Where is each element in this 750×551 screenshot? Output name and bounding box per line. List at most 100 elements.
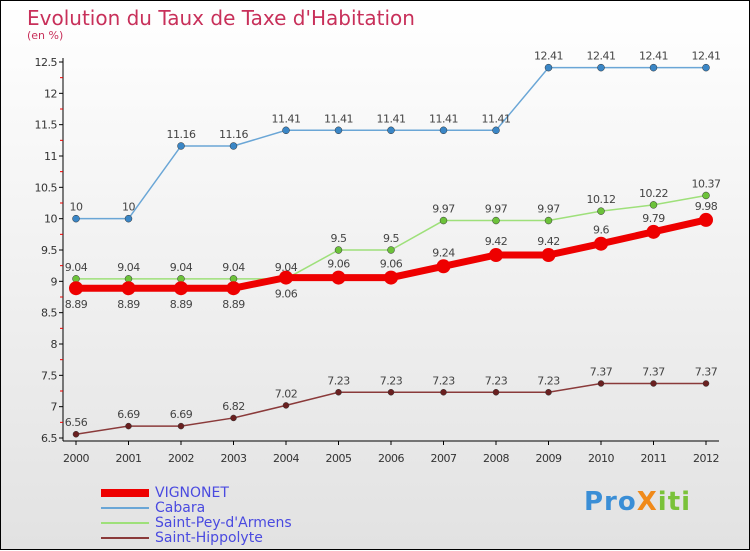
data-label-saint-pey-d-armens: 9.97	[537, 203, 560, 216]
data-label-cabara: 11.41	[324, 112, 353, 125]
y-tick-label: 12	[44, 87, 57, 100]
data-label-cabara: 12.41	[534, 50, 563, 63]
data-point-saint-hippolyte	[282, 402, 290, 409]
legend-label: Saint-Hippolyte	[155, 529, 263, 546]
data-label-saint-pey-d-armens: 10.37	[692, 177, 721, 190]
data-label-saint-hippolyte: 6.69	[117, 408, 140, 421]
data-point-cabara	[229, 142, 238, 150]
y-tick-label: 7	[51, 401, 58, 414]
data-label-saint-hippolyte: 6.56	[65, 416, 88, 429]
data-point-cabara	[492, 126, 500, 135]
y-tick-label: 8	[51, 338, 58, 351]
data-point-vignonet	[699, 212, 713, 227]
data-label-saint-pey-d-armens: 9.97	[432, 203, 455, 216]
x-tick-label: 2010	[588, 452, 614, 465]
data-point-cabara	[177, 142, 185, 150]
legend-label: Cabara	[155, 499, 206, 516]
data-point-saint-hippolyte	[702, 380, 710, 387]
data-label-cabara: 10	[70, 201, 83, 214]
data-label-saint-hippolyte: 7.23	[485, 374, 508, 387]
data-label-saint-hippolyte: 7.23	[380, 374, 403, 387]
data-point-saint-pey-d-armens	[649, 201, 658, 209]
x-tick-label: 2002	[168, 452, 194, 465]
data-label-vignonet: 9.98	[695, 200, 718, 213]
data-label-saint-hippolyte: 7.23	[432, 374, 455, 387]
data-point-cabara	[702, 63, 710, 72]
x-tick-label: 2007	[431, 452, 457, 465]
data-label-vignonet: 9.06	[275, 288, 298, 301]
data-label-vignonet: 9.6	[593, 224, 609, 237]
data-label-cabara: 11.16	[167, 128, 196, 141]
data-label-vignonet: 9.79	[642, 212, 665, 225]
data-label-saint-pey-d-armens: 9.5	[383, 232, 399, 245]
data-label-cabara: 12.41	[587, 50, 616, 63]
data-point-saint-hippolyte	[440, 389, 447, 396]
data-label-vignonet: 9.06	[380, 258, 403, 271]
data-point-vignonet	[69, 281, 83, 296]
chart-subtitle: (en %)	[27, 29, 64, 42]
data-label-saint-pey-d-armens: 9.04	[65, 261, 88, 274]
data-label-saint-pey-d-armens: 10.12	[587, 193, 616, 206]
data-label-vignonet: 8.89	[170, 298, 193, 311]
data-point-saint-hippolyte	[597, 380, 605, 387]
data-point-cabara	[334, 126, 343, 135]
data-point-vignonet	[226, 281, 241, 296]
legend-swatch	[101, 536, 149, 539]
data-point-saint-pey-d-armens	[387, 246, 395, 254]
data-point-saint-hippolyte	[230, 414, 237, 422]
data-label-cabara: 12.41	[692, 50, 721, 63]
data-point-saint-hippolyte	[387, 389, 395, 396]
data-point-saint-hippolyte	[177, 422, 185, 430]
data-point-vignonet	[174, 281, 188, 296]
data-point-cabara	[387, 126, 395, 135]
data-label-saint-hippolyte: 6.82	[222, 400, 245, 413]
data-label-saint-hippolyte: 7.37	[695, 365, 718, 378]
data-point-cabara	[439, 126, 448, 135]
data-label-vignonet: 8.89	[222, 298, 245, 311]
data-point-cabara	[124, 214, 133, 223]
x-tick-label: 2001	[116, 452, 142, 465]
data-point-saint-hippolyte	[492, 389, 500, 396]
x-tick-label: 2003	[221, 452, 247, 465]
data-point-saint-hippolyte	[335, 389, 342, 396]
data-point-vignonet	[541, 248, 556, 263]
data-label-vignonet: 9.24	[432, 246, 455, 259]
legend-item-cabara: Cabara	[101, 499, 292, 516]
data-label-saint-pey-d-armens: 9.04	[275, 261, 298, 274]
x-tick-label: 2008	[483, 452, 509, 465]
data-label-saint-pey-d-armens: 9.97	[485, 203, 508, 216]
data-point-saint-pey-d-armens	[702, 191, 710, 200]
data-label-saint-hippolyte: 7.23	[537, 374, 560, 387]
chart-title: Evolution du Taux de Taxe d'Habitation	[27, 6, 415, 30]
data-point-saint-hippolyte	[125, 422, 132, 430]
y-tick-label: 12.5	[35, 56, 58, 69]
data-point-saint-pey-d-armens	[492, 216, 500, 225]
data-point-saint-hippolyte	[545, 389, 552, 396]
data-label-cabara: 11.41	[429, 112, 458, 125]
data-point-vignonet	[279, 270, 293, 285]
data-point-saint-pey-d-armens	[334, 246, 343, 254]
x-tick-label: 2009	[536, 452, 562, 465]
data-label-cabara: 11.41	[272, 112, 301, 125]
data-point-vignonet	[646, 224, 661, 239]
data-label-saint-pey-d-armens: 9.04	[117, 261, 140, 274]
y-tick-label: 6.5	[41, 432, 57, 445]
legend-swatch	[101, 521, 149, 524]
x-tick-label: 2000	[63, 452, 89, 465]
legend-swatch	[101, 488, 149, 497]
data-point-cabara	[649, 63, 658, 72]
data-point-cabara	[597, 63, 605, 72]
legend-label: Saint-Pey-d'Armens	[155, 514, 292, 531]
data-point-saint-pey-d-armens	[439, 216, 448, 225]
data-label-saint-pey-d-armens: 10.22	[639, 187, 668, 200]
data-label-vignonet: 8.89	[65, 298, 88, 311]
x-tick-label: 2012	[693, 452, 719, 465]
data-point-saint-hippolyte	[650, 380, 657, 387]
data-label-vignonet: 9.06	[327, 258, 350, 271]
x-tick-label: 2006	[378, 452, 404, 465]
data-label-saint-hippolyte: 6.69	[170, 408, 193, 421]
data-point-vignonet	[331, 270, 346, 285]
data-label-saint-pey-d-armens: 9.04	[222, 261, 245, 274]
